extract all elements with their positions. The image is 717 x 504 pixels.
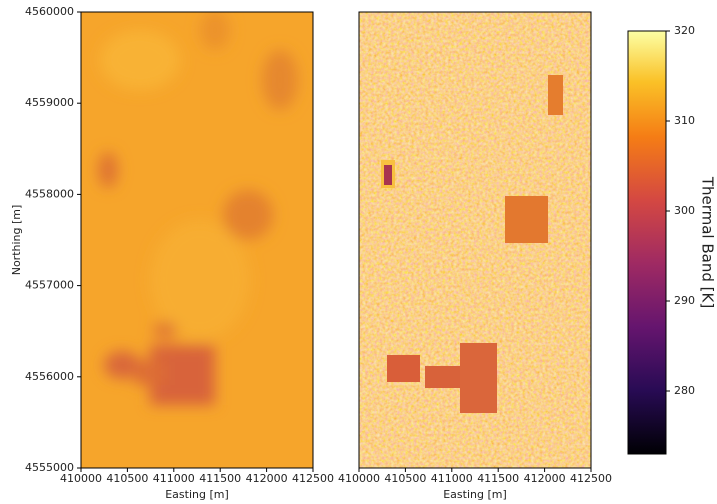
- y-tick-label: 4560000: [25, 5, 74, 18]
- colorbar: [628, 31, 666, 454]
- colorbar-tick-label: 320: [674, 24, 695, 37]
- x-axis-label: Easting [m]: [443, 488, 507, 501]
- x-tick-label: 411500: [477, 472, 519, 485]
- x-tick-label: 410500: [384, 472, 426, 485]
- x-tick-label: 411500: [199, 472, 241, 485]
- heatmap-image: [359, 12, 591, 468]
- y-tick-label: 4557000: [25, 279, 74, 292]
- x-axis-label: Easting [m]: [165, 488, 229, 501]
- x-tick-label: 412500: [570, 472, 612, 485]
- colorbar-tick-label: 310: [674, 114, 695, 127]
- x-tick-label: 410000: [338, 472, 380, 485]
- colorbar-tick-label: 280: [674, 384, 695, 397]
- colorbar-tick-label: 290: [674, 294, 695, 307]
- colorbar-label: Thermal Band [K]: [699, 176, 717, 308]
- heatmap-image: [81, 10, 313, 468]
- y-axis-label: Northing [m]: [10, 205, 23, 276]
- colorbar-tick-label: 300: [674, 204, 695, 217]
- y-tick-label: 4555000: [25, 461, 74, 474]
- x-tick-label: 412000: [246, 472, 288, 485]
- x-tick-label: 410500: [106, 472, 148, 485]
- x-tick-label: 411000: [153, 472, 195, 485]
- x-tick-label: 412500: [292, 472, 334, 485]
- x-tick-label: 412000: [524, 472, 566, 485]
- y-tick-label: 4559000: [25, 96, 74, 109]
- y-tick-label: 4556000: [25, 370, 74, 383]
- chart: 410000 410500 411000 411500 412000 412500 4555…: [0, 0, 717, 504]
- y-tick-label: 4558000: [25, 187, 74, 200]
- x-tick-label: 411000: [431, 472, 473, 485]
